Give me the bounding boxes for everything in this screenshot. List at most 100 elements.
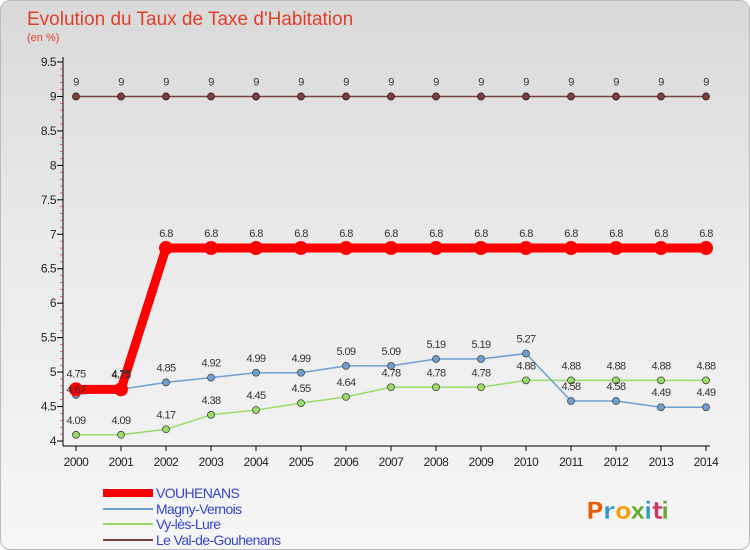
legend-label: VOUHENANS xyxy=(156,485,240,501)
data-point xyxy=(654,241,668,256)
data-point xyxy=(252,368,260,377)
data-label: 9 xyxy=(208,76,214,88)
legend-label: Vy-lès-Lure xyxy=(156,516,221,532)
y-tick-label: 7 xyxy=(50,227,57,241)
data-point xyxy=(567,397,575,405)
data-point xyxy=(702,92,710,101)
data-point xyxy=(657,92,665,101)
x-tick-label: 2013 xyxy=(649,455,675,469)
brand-logo-letter: P xyxy=(586,497,604,525)
brand-logo-letter: x xyxy=(630,497,646,525)
data-point xyxy=(612,92,620,101)
y-tick-label: 8.5 xyxy=(41,124,57,138)
data-point xyxy=(249,241,263,256)
data-label: 9 xyxy=(343,76,349,88)
x-tick-label: 2006 xyxy=(334,455,360,469)
data-point xyxy=(387,92,395,101)
data-point xyxy=(162,425,170,434)
data-label: 4.75 xyxy=(111,369,130,381)
data-point xyxy=(702,376,710,385)
data-point xyxy=(162,92,170,101)
y-tick-label: 6.5 xyxy=(41,262,57,276)
data-point xyxy=(159,241,173,256)
x-tick-label: 2009 xyxy=(469,455,495,469)
data-label: 4.58 xyxy=(606,381,625,393)
data-point xyxy=(114,382,128,397)
data-point xyxy=(69,382,83,397)
data-point xyxy=(297,92,305,101)
data-label: 4.99 xyxy=(246,353,265,365)
x-tick-label: 2014 xyxy=(694,455,720,469)
data-label: 4.78 xyxy=(381,367,400,379)
y-tick-label: 9 xyxy=(50,89,57,103)
data-label: 4.88 xyxy=(696,360,715,372)
data-label: 9 xyxy=(613,76,619,88)
x-tick-label: 2008 xyxy=(424,455,450,469)
data-point xyxy=(207,92,215,101)
data-point xyxy=(72,430,80,439)
chart-subtitle: (en %) xyxy=(27,32,59,44)
data-label: 4.67 xyxy=(66,384,85,396)
y-tick-label: 7.5 xyxy=(41,193,57,207)
data-point xyxy=(657,403,665,412)
data-point xyxy=(342,92,350,101)
data-label: 6.8 xyxy=(609,228,623,240)
data-label: 6.8 xyxy=(294,228,308,240)
x-tick-label: 2002 xyxy=(154,455,180,469)
data-point xyxy=(294,241,308,256)
y-tick-label: 4 xyxy=(50,434,57,448)
data-label: 9 xyxy=(568,76,574,88)
data-label: 4.55 xyxy=(291,383,310,395)
data-label: 6.8 xyxy=(474,228,488,240)
data-point xyxy=(612,376,620,385)
data-point xyxy=(387,361,395,370)
chart-title: Evolution du Taux de Taxe d'Habitation xyxy=(27,9,353,30)
data-point xyxy=(564,241,578,256)
data-point xyxy=(567,92,575,101)
data-label: 4.88 xyxy=(651,360,670,372)
brand-logo-letter: t xyxy=(652,497,663,525)
data-label: 4.64 xyxy=(336,377,355,389)
data-label: 6.8 xyxy=(519,228,533,240)
data-label: 4.88 xyxy=(606,360,625,372)
data-point xyxy=(477,355,485,363)
data-label: 5.19 xyxy=(471,339,490,351)
data-label: 6.8 xyxy=(249,228,263,240)
data-label: 4.09 xyxy=(66,415,85,427)
data-point xyxy=(297,399,305,408)
data-point xyxy=(252,92,260,101)
data-label: 9 xyxy=(163,76,169,88)
data-label: 9 xyxy=(253,76,259,88)
data-point xyxy=(207,410,215,419)
data-point xyxy=(384,241,398,256)
data-point xyxy=(432,92,440,101)
data-point xyxy=(117,92,125,101)
x-tick-label: 2005 xyxy=(289,455,315,469)
y-tick-label: 4.5 xyxy=(41,400,57,414)
data-point xyxy=(252,406,260,414)
data-label: 6.8 xyxy=(204,228,218,240)
data-point xyxy=(522,376,530,385)
data-label: 5.09 xyxy=(381,346,400,358)
data-point xyxy=(429,241,443,256)
legend-label: Magny-Vernois xyxy=(156,501,242,517)
brand-logo-letter: o xyxy=(615,497,632,525)
brand-logo-letter: r xyxy=(603,497,615,525)
data-label: 9 xyxy=(433,76,439,88)
x-tick-label: 2012 xyxy=(604,455,630,469)
data-label: 9 xyxy=(298,76,304,88)
x-tick-label: 2001 xyxy=(109,455,135,469)
data-point xyxy=(432,355,440,363)
data-point xyxy=(609,241,623,256)
data-label: 4.38 xyxy=(201,395,220,407)
data-point xyxy=(477,92,485,101)
data-point xyxy=(519,241,533,256)
data-label: 6.8 xyxy=(159,228,173,240)
data-label: 4.99 xyxy=(291,353,310,365)
data-point xyxy=(204,241,218,256)
brand-logo-letter: i xyxy=(644,497,652,525)
data-label: 4.58 xyxy=(561,381,580,393)
data-point xyxy=(117,430,125,439)
data-point xyxy=(522,92,530,101)
